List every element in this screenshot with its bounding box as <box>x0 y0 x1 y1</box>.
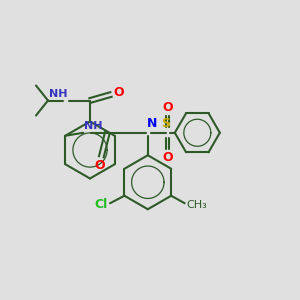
Text: N: N <box>147 117 157 130</box>
Text: O: O <box>113 86 124 100</box>
Text: O: O <box>162 101 172 114</box>
Text: NH: NH <box>84 121 103 131</box>
Text: CH₃: CH₃ <box>186 200 207 210</box>
Text: O: O <box>162 151 172 164</box>
Text: NH: NH <box>49 89 68 99</box>
Text: S: S <box>161 117 170 130</box>
Text: Cl: Cl <box>95 198 108 211</box>
Text: O: O <box>94 159 105 172</box>
